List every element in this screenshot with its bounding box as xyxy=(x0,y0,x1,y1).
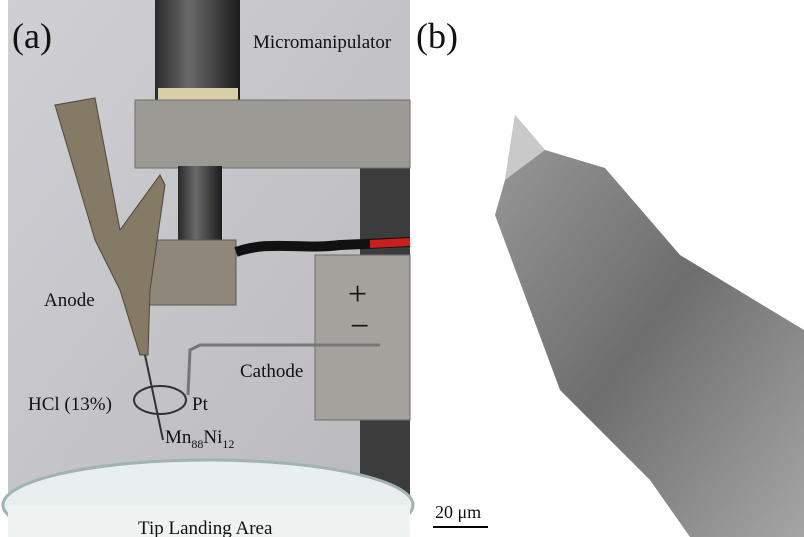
page: (a) Micromanipulator (b) Anode + − Catho… xyxy=(0,0,804,537)
label: Pt xyxy=(192,394,209,415)
element: Mn xyxy=(165,427,192,448)
polarity: − xyxy=(350,308,369,345)
metal-block xyxy=(135,100,410,168)
sem-tip xyxy=(495,115,804,537)
panel-label: (b) xyxy=(416,16,458,56)
red-wire xyxy=(370,242,410,244)
holder xyxy=(148,240,236,305)
scale-label: 20 μm xyxy=(435,502,481,522)
element: Ni xyxy=(203,427,222,448)
label: Tip Landing Area xyxy=(138,518,273,537)
subscript: 88 xyxy=(191,437,203,451)
subscript: 12 xyxy=(222,437,234,451)
label: Cathode xyxy=(240,361,303,382)
label: Anode xyxy=(44,290,95,311)
label: HCl (13%) xyxy=(28,394,112,415)
micrometer xyxy=(155,0,240,100)
rod xyxy=(178,166,222,242)
panel-label: (a) xyxy=(12,16,52,56)
figure: (a) Micromanipulator (b) Anode + − Catho… xyxy=(0,0,804,537)
label: Micromanipulator xyxy=(253,32,392,53)
